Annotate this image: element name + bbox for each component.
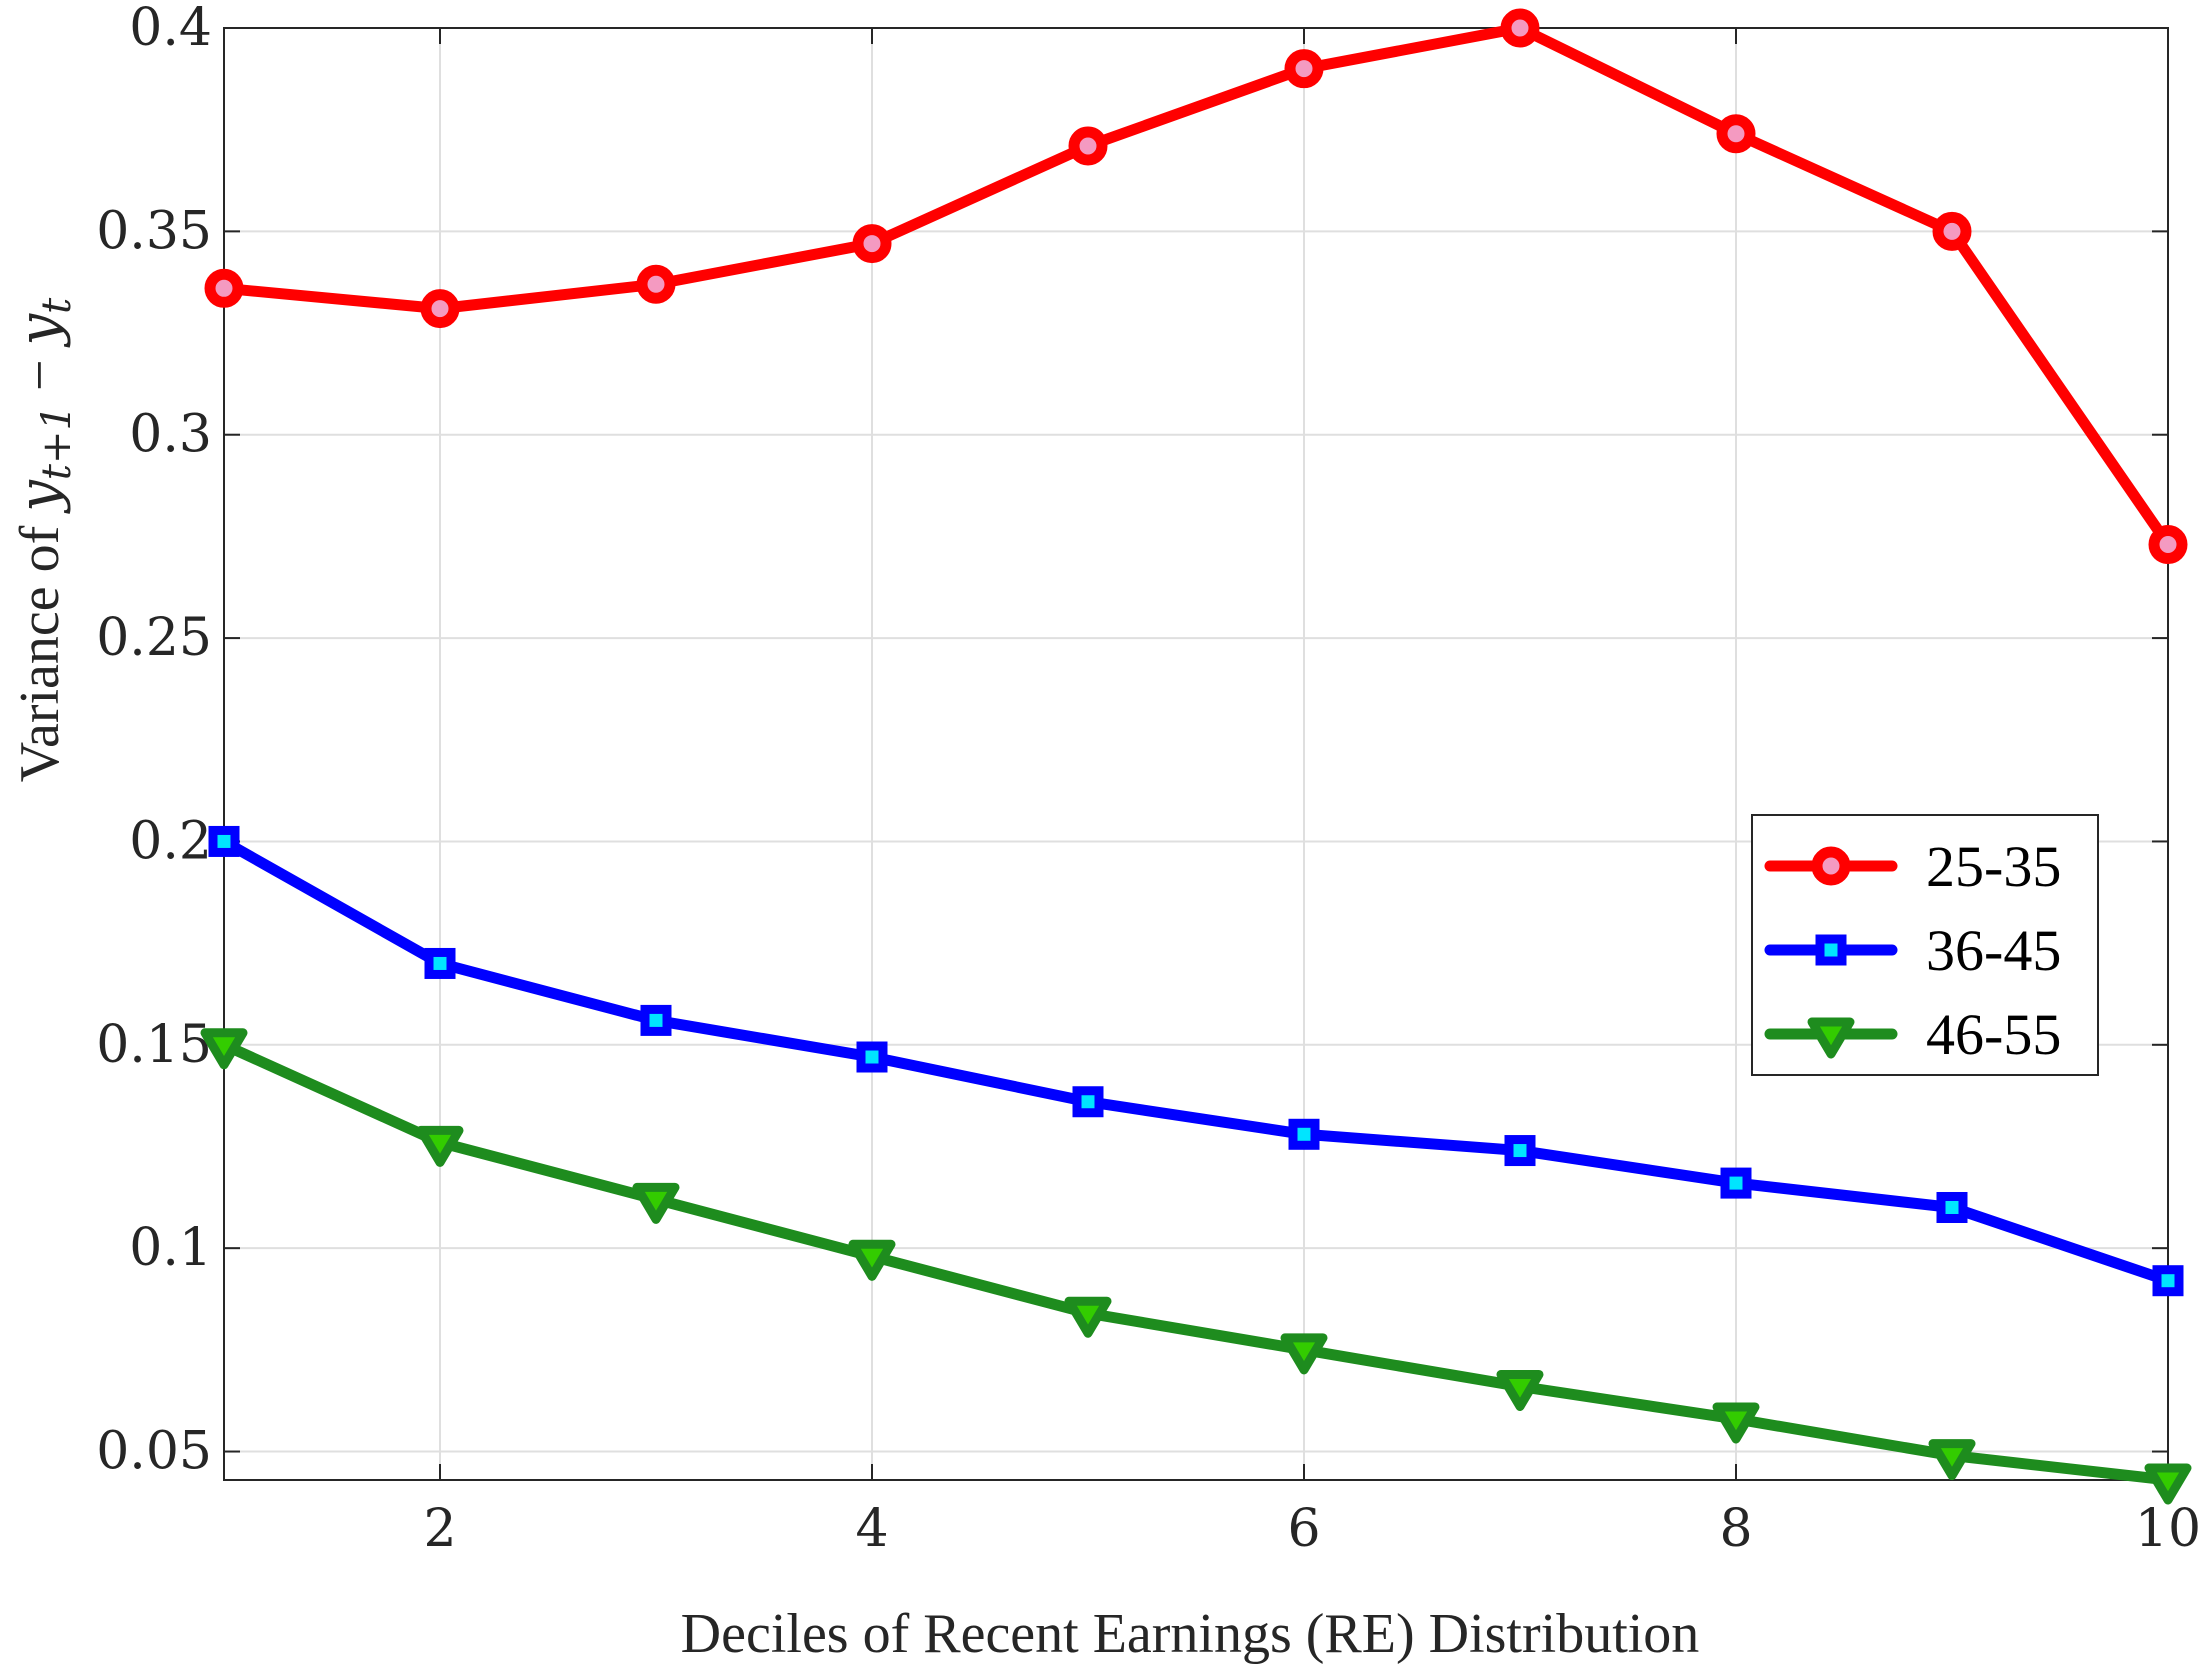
x-tick-label: 4 <box>855 1499 888 1559</box>
y-tick-label: 0.05 <box>96 1422 212 1482</box>
y-tick-label: 0.15 <box>96 1015 212 1075</box>
series-line-46-55 <box>218 1039 2174 1486</box>
data-point-36-45 <box>424 947 456 979</box>
series-25-35 <box>204 8 2188 565</box>
data-point-25-35 <box>1284 49 1324 89</box>
legend-label-36-45: 36-45 <box>1926 918 2061 983</box>
legend-item-36-45: 36-45 <box>1764 918 2061 983</box>
legend-item-25-35: 25-35 <box>1764 834 2061 899</box>
y-tick-label: 0.2 <box>129 811 212 871</box>
data-point-25-35 <box>204 268 244 308</box>
series-46-55 <box>200 1028 2192 1505</box>
data-point-46-55 <box>416 1125 464 1167</box>
plot-area-border <box>223 27 2169 1481</box>
legend-marker-25-35 <box>1811 846 1851 886</box>
data-point-25-35 <box>636 264 676 304</box>
data-point-36-45 <box>1720 1167 1752 1199</box>
x-tick-label: 10 <box>2135 1499 2200 1559</box>
data-point-36-45 <box>208 825 240 857</box>
data-point-25-35 <box>1068 126 1108 166</box>
data-point-36-45 <box>640 1004 672 1036</box>
y-tick-labels: 0.05 0.1 0.15 0.2 0.25 0.3 0.35 0.4 <box>96 0 212 1482</box>
axes <box>223 27 2169 1481</box>
data-point-46-55 <box>1064 1296 1112 1338</box>
legend-label-25-35: 25-35 <box>1926 834 2061 899</box>
data-point-25-35 <box>852 224 892 264</box>
data-point-25-35 <box>2148 525 2188 565</box>
data-point-36-45 <box>1936 1191 1968 1223</box>
data-series <box>200 8 2192 1505</box>
y-tick-label: 0.25 <box>96 608 212 668</box>
data-point-36-45 <box>2152 1265 2184 1297</box>
data-point-46-55 <box>1496 1369 1544 1411</box>
data-point-36-45 <box>856 1041 888 1073</box>
data-point-46-55 <box>200 1028 248 1070</box>
legend-marker-36-45 <box>1815 934 1847 966</box>
tick-marks <box>224 27 2169 1480</box>
legend-label-46-55: 46-55 <box>1926 1002 2061 1067</box>
legend-item-46-55: 46-55 <box>1764 1002 2061 1067</box>
y-axis-title-prefix: Variance of <box>9 512 71 783</box>
data-point-46-55 <box>2144 1463 2192 1505</box>
data-point-36-45 <box>1072 1086 1104 1118</box>
y-axis-title-var2: y <box>7 312 72 348</box>
data-point-36-45 <box>1504 1135 1536 1167</box>
data-point-36-45 <box>1288 1118 1320 1150</box>
grid-lines <box>224 27 2169 1480</box>
y-axis-title-sub1: t+1 <box>34 405 80 480</box>
x-tick-label: 6 <box>1287 1499 1320 1559</box>
y-tick-label: 0.35 <box>96 201 212 261</box>
y-tick-label: 0.4 <box>129 0 212 58</box>
data-point-25-35 <box>420 289 460 329</box>
y-axis-title: Variance of yt+1 − yt <box>7 297 80 782</box>
y-tick-label: 0.3 <box>129 405 212 465</box>
data-point-25-35 <box>1932 211 1972 251</box>
data-point-46-55 <box>1712 1402 1760 1444</box>
data-point-25-35 <box>1716 114 1756 154</box>
series-line-36-45 <box>218 835 2174 1287</box>
series-line-25-35 <box>218 22 2174 551</box>
y-axis-title-sub2: t <box>34 297 80 314</box>
x-tick-labels: 2 4 6 8 10 <box>423 1499 2200 1559</box>
data-point-46-55 <box>848 1239 896 1281</box>
x-tick-label: 2 <box>423 1499 456 1559</box>
data-point-46-55 <box>1928 1439 1976 1481</box>
data-point-25-35 <box>1500 8 1540 48</box>
series-36-45 <box>208 825 2184 1297</box>
y-axis-title-var1: y <box>7 479 72 515</box>
x-tick-label: 8 <box>1719 1499 1752 1559</box>
data-point-46-55 <box>632 1182 680 1224</box>
y-axis-title-minus: − <box>9 345 71 405</box>
y-tick-label: 0.1 <box>129 1218 212 1278</box>
data-point-46-55 <box>1280 1333 1328 1375</box>
legend: 25-35 36-45 46-55 <box>1751 814 2099 1076</box>
x-axis-title: Deciles of Recent Earnings (RE) Distribu… <box>681 1603 1700 1665</box>
legend-marker-46-55 <box>1807 1017 1855 1059</box>
